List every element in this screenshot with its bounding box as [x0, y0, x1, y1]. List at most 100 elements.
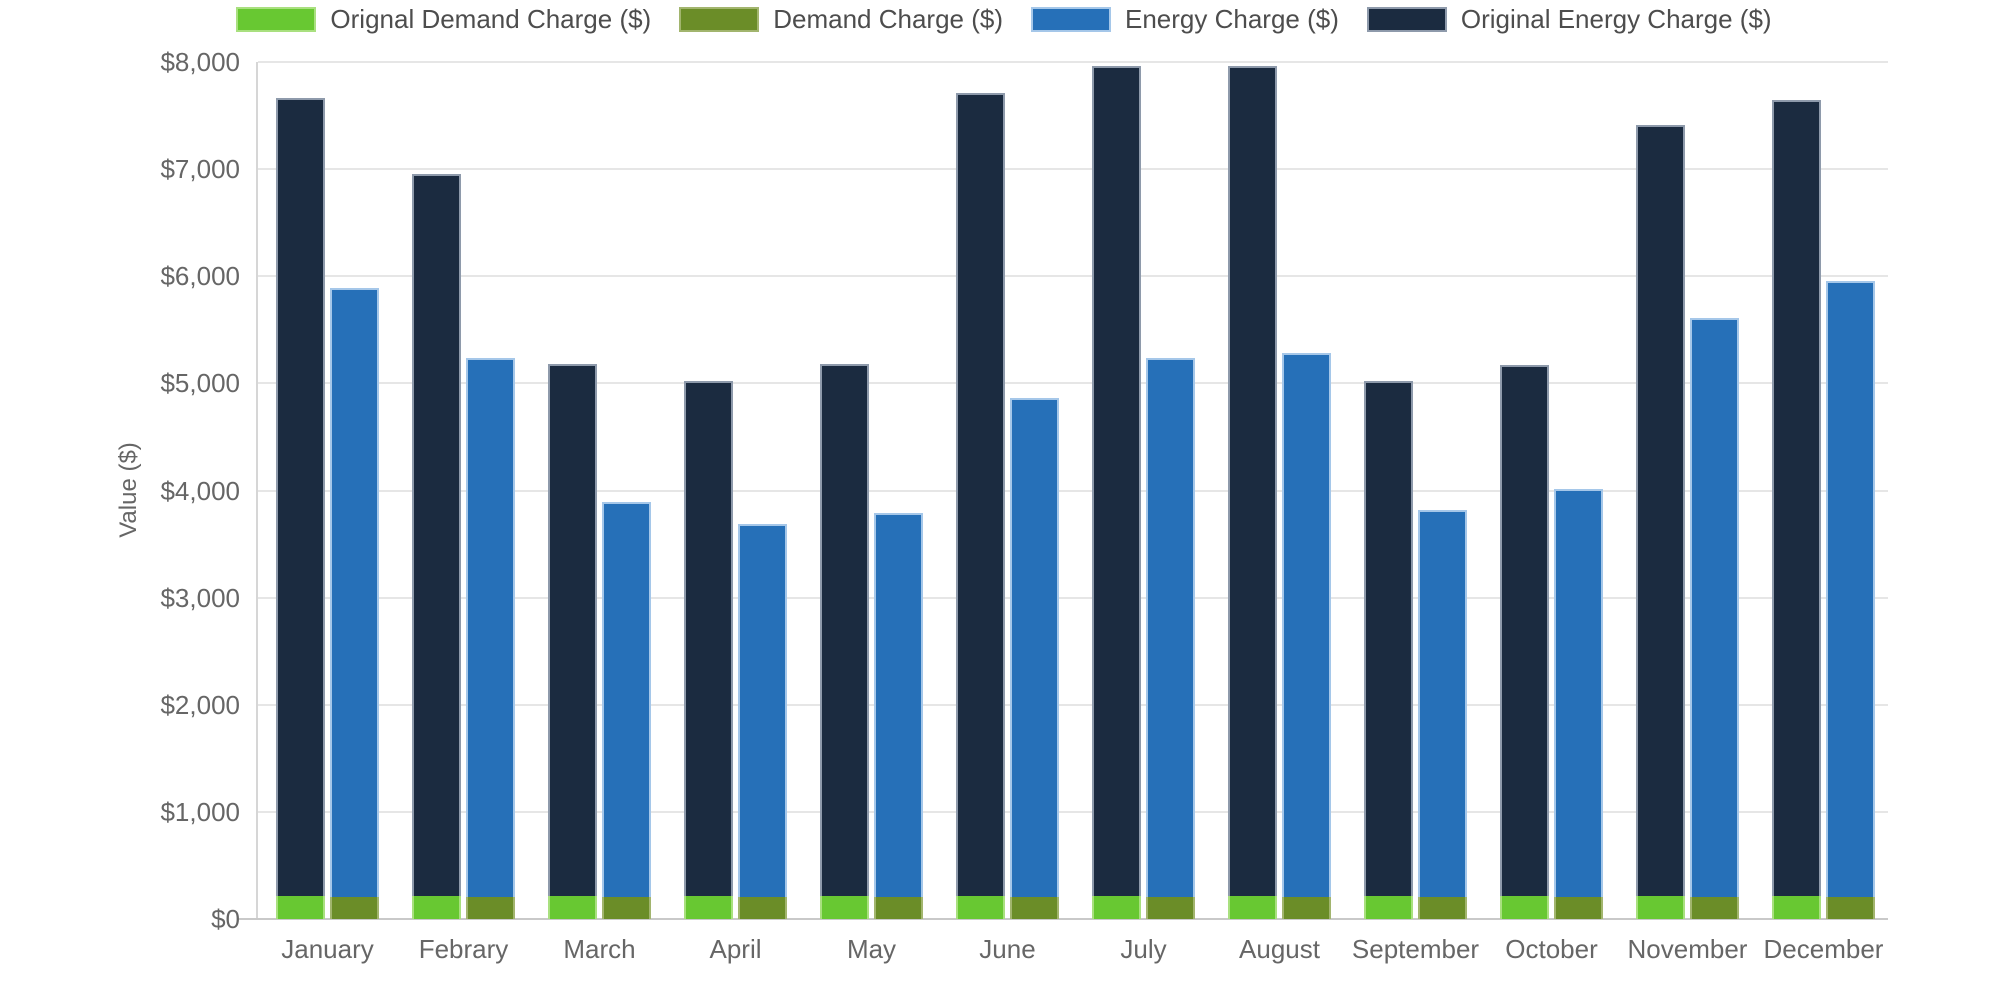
bar-segment-september-energy-charge[interactable]	[1418, 509, 1467, 897]
x-tick-label-september: September	[1351, 934, 1480, 964]
bar-segment-january-energy-charge[interactable]	[330, 288, 379, 897]
bar-segment-january-demand-charge[interactable]	[330, 896, 379, 919]
bar-segment-october-energy-charge[interactable]	[1554, 489, 1603, 897]
bar-march-actual-stack	[602, 502, 651, 919]
bar-segment-september-demand-charge[interactable]	[1418, 896, 1467, 919]
bar-febrary-actual-stack	[466, 357, 515, 919]
bar-segment-april-orignal-demand-charge[interactable]	[684, 895, 733, 919]
legend-item-energy-charge[interactable]: Energy Charge ($)	[1031, 4, 1339, 35]
bar-october-original-stack	[1500, 365, 1549, 919]
x-tick-label-january: January	[281, 934, 374, 964]
y-tick-label-2000: $2,000	[160, 689, 240, 720]
bar-segment-june-orignal-demand-charge[interactable]	[956, 895, 1005, 919]
bar-segment-august-original-energy-charge[interactable]	[1228, 66, 1277, 896]
bar-march-original-stack	[548, 364, 597, 919]
legend-swatch-icon	[236, 7, 317, 32]
gridline-3000	[258, 596, 1888, 599]
bar-segment-november-energy-charge[interactable]	[1690, 318, 1739, 897]
gridline-6000	[258, 275, 1888, 278]
x-axis-line	[238, 918, 1888, 920]
bar-segment-march-energy-charge[interactable]	[602, 502, 651, 897]
x-tick-label-october: October	[1505, 934, 1598, 964]
bar-segment-febrary-original-energy-charge[interactable]	[412, 174, 461, 896]
bar-april-original-stack	[684, 381, 733, 919]
bar-segment-may-orignal-demand-charge[interactable]	[820, 895, 869, 919]
y-tick-label-7000: $7,000	[160, 154, 240, 185]
bar-january-actual-stack	[330, 288, 379, 919]
bar-segment-september-original-energy-charge[interactable]	[1364, 381, 1413, 896]
bar-segment-febrary-orignal-demand-charge[interactable]	[412, 895, 461, 919]
bar-segment-june-original-energy-charge[interactable]	[956, 93, 1005, 896]
bar-febrary-original-stack	[412, 174, 461, 919]
gridline-1000	[258, 810, 1888, 813]
bar-september-original-stack	[1364, 381, 1413, 919]
bar-segment-december-demand-charge[interactable]	[1826, 896, 1875, 919]
y-tick-label-5000: $5,000	[160, 368, 240, 399]
bar-segment-november-demand-charge[interactable]	[1690, 896, 1739, 919]
bar-segment-january-original-energy-charge[interactable]	[276, 98, 325, 896]
bar-june-original-stack	[956, 93, 1005, 919]
legend-swatch-icon	[679, 7, 760, 32]
x-tick-label-febrary: Febrary	[418, 934, 509, 964]
bar-segment-october-original-energy-charge[interactable]	[1500, 365, 1549, 896]
gridline-2000	[258, 703, 1888, 706]
y-axis-line	[256, 62, 258, 919]
bar-segment-august-orignal-demand-charge[interactable]	[1228, 895, 1277, 919]
legend-item-label: Orignal Demand Charge ($)	[330, 4, 652, 34]
y-tick-label-4000: $4,000	[160, 475, 240, 506]
y-tick-label-6000: $6,000	[160, 261, 240, 292]
bar-segment-march-original-energy-charge[interactable]	[548, 364, 597, 896]
bar-segment-may-energy-charge[interactable]	[874, 513, 923, 897]
bar-segment-december-original-energy-charge[interactable]	[1772, 99, 1821, 896]
x-tick-label-december: December	[1763, 934, 1884, 964]
bar-segment-march-demand-charge[interactable]	[602, 896, 651, 919]
bar-segment-july-demand-charge[interactable]	[1146, 896, 1195, 919]
bar-segment-july-original-energy-charge[interactable]	[1092, 66, 1141, 896]
bar-segment-febrary-demand-charge[interactable]	[466, 896, 515, 919]
legend: Orignal Demand Charge ($) Demand Charge (…	[0, 4, 2008, 35]
legend-item-original-energy-charge[interactable]: Original Energy Charge ($)	[1366, 4, 1772, 35]
bar-segment-november-orignal-demand-charge[interactable]	[1636, 895, 1685, 919]
x-tick-label-july: July	[1120, 934, 1167, 964]
bar-august-actual-stack	[1282, 353, 1331, 919]
bar-segment-march-orignal-demand-charge[interactable]	[548, 895, 597, 919]
bar-segment-september-orignal-demand-charge[interactable]	[1364, 895, 1413, 919]
legend-item-label: Original Energy Charge ($)	[1460, 4, 1772, 34]
x-tick-label-june: June	[979, 934, 1036, 964]
bar-segment-july-energy-charge[interactable]	[1146, 357, 1195, 897]
bar-segment-febrary-energy-charge[interactable]	[466, 357, 515, 897]
bar-segment-april-original-energy-charge[interactable]	[684, 381, 733, 896]
bar-may-original-stack	[820, 364, 869, 919]
bar-segment-april-demand-charge[interactable]	[738, 896, 787, 919]
bar-segment-january-orignal-demand-charge[interactable]	[276, 895, 325, 919]
bar-january-original-stack	[276, 98, 325, 919]
x-tick-label-may: May	[846, 934, 897, 964]
bar-segment-august-demand-charge[interactable]	[1282, 896, 1331, 919]
bar-june-actual-stack	[1010, 398, 1059, 919]
legend-item-orignal-demand-charge[interactable]: Orignal Demand Charge ($)	[236, 4, 651, 35]
bar-segment-may-original-energy-charge[interactable]	[820, 364, 869, 896]
legend-item-label: Demand Charge ($)	[773, 4, 1003, 34]
bar-segment-august-energy-charge[interactable]	[1282, 353, 1331, 897]
bar-segment-december-energy-charge[interactable]	[1826, 280, 1875, 897]
bar-segment-april-energy-charge[interactable]	[738, 523, 787, 897]
bar-december-original-stack	[1772, 99, 1821, 919]
bar-segment-october-orignal-demand-charge[interactable]	[1500, 895, 1549, 919]
bar-november-actual-stack	[1690, 318, 1739, 919]
bar-segment-may-demand-charge[interactable]	[874, 896, 923, 919]
bar-segment-july-orignal-demand-charge[interactable]	[1092, 895, 1141, 919]
bar-segment-june-demand-charge[interactable]	[1010, 896, 1059, 919]
bar-july-original-stack	[1092, 66, 1141, 919]
bar-segment-november-original-energy-charge[interactable]	[1636, 125, 1685, 896]
bar-segment-june-energy-charge[interactable]	[1010, 398, 1059, 897]
legend-swatch-icon	[1031, 7, 1111, 32]
legend-swatch-icon	[1366, 7, 1447, 32]
gridline-8000	[258, 61, 1888, 63]
legend-item-demand-charge[interactable]: Demand Charge ($)	[679, 4, 1003, 35]
bar-december-actual-stack	[1826, 280, 1875, 919]
bar-segment-october-demand-charge[interactable]	[1554, 896, 1603, 919]
bar-segment-december-orignal-demand-charge[interactable]	[1772, 895, 1821, 919]
bar-may-actual-stack	[874, 513, 923, 919]
